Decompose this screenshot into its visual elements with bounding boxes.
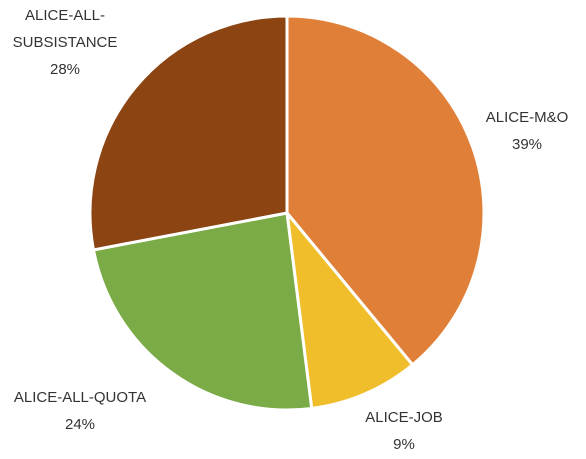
- value-label: 39%: [511, 136, 543, 153]
- category-label: ALICE-JOB: [365, 409, 443, 426]
- category-label: ALICE-ALL-SUBSISTANCE: [12, 7, 118, 51]
- category-label: ALICE-M&O: [485, 109, 569, 126]
- pie-slice: [284, 208, 415, 411]
- pie-slice: [88, 14, 289, 252]
- value-label: 28%: [49, 61, 81, 78]
- pie-slice: [91, 211, 314, 412]
- value-label: 24%: [64, 416, 96, 433]
- slice-label: ALICE-ALL-SUBSISTANCE 28%: [5, 2, 125, 83]
- value-label: 9%: [393, 436, 415, 453]
- slice-label: ALICE-JOB 9%: [364, 404, 444, 458]
- pie-slice: [285, 14, 486, 367]
- slice-label: ALICE-ALL-QUOTA 24%: [0, 384, 160, 438]
- slice-label: ALICE-M&O 39%: [472, 104, 582, 158]
- category-label: ALICE-ALL-QUOTA: [13, 389, 147, 406]
